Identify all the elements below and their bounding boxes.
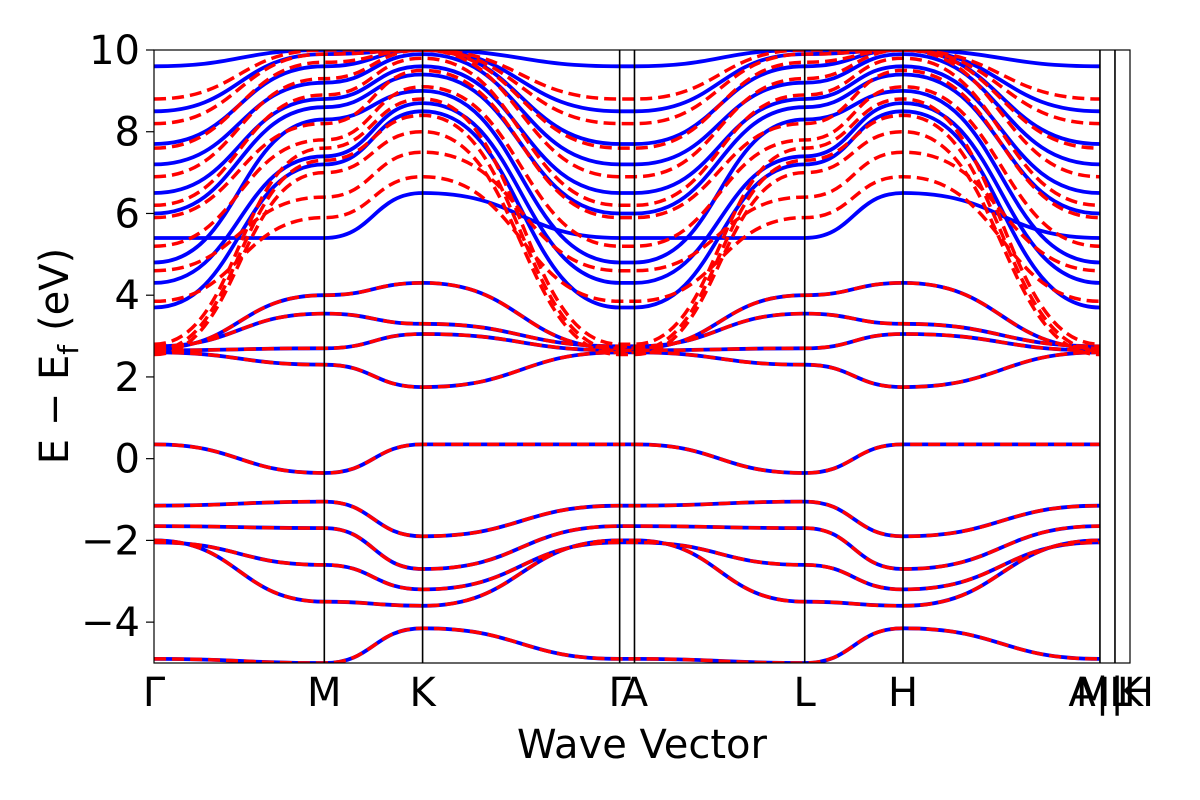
y-tick-label-7: 10 bbox=[89, 28, 140, 74]
y-tick-label-6: 8 bbox=[115, 110, 140, 156]
y-tick-label-4: 4 bbox=[115, 273, 140, 319]
kpoint-divider-lines bbox=[323, 50, 1116, 663]
y-axis-label: E − Ef(eV) bbox=[32, 248, 85, 465]
y-axis-ticks: −4 −2 0 2 4 6 8 10 bbox=[81, 28, 154, 646]
x-axis-ticks: Γ M K ΓA L H A|LM|HK bbox=[143, 670, 1154, 716]
y-tick-label-1: −2 bbox=[81, 518, 140, 564]
x-tick-label-5: L bbox=[794, 670, 817, 716]
x-tick-label-6: H bbox=[888, 670, 918, 716]
dashed-band-line-3 bbox=[154, 540, 1100, 592]
y-tick-label-2: 0 bbox=[115, 437, 140, 483]
plot-frame bbox=[153, 49, 1131, 664]
x-tick-label-8: M|H bbox=[1076, 670, 1154, 716]
x-tick-label-0: Γ bbox=[143, 670, 166, 716]
x-tick-label-1: M bbox=[307, 670, 342, 716]
x-axis-label: Wave Vector bbox=[517, 722, 768, 768]
dashed-band-line-17 bbox=[154, 56, 1100, 208]
x-tick-label-9: K bbox=[1117, 670, 1145, 716]
x-tick-label-4: A bbox=[621, 670, 649, 716]
x-tick-label-3: Γ bbox=[609, 670, 632, 716]
x-tick-label-2: K bbox=[409, 670, 437, 716]
y-tick-label-0: −4 bbox=[81, 600, 140, 646]
y-tick-label-5: 6 bbox=[115, 191, 140, 237]
x-tick-label-7: A|L bbox=[1068, 670, 1132, 716]
y-tick-label-3: 2 bbox=[115, 355, 140, 401]
